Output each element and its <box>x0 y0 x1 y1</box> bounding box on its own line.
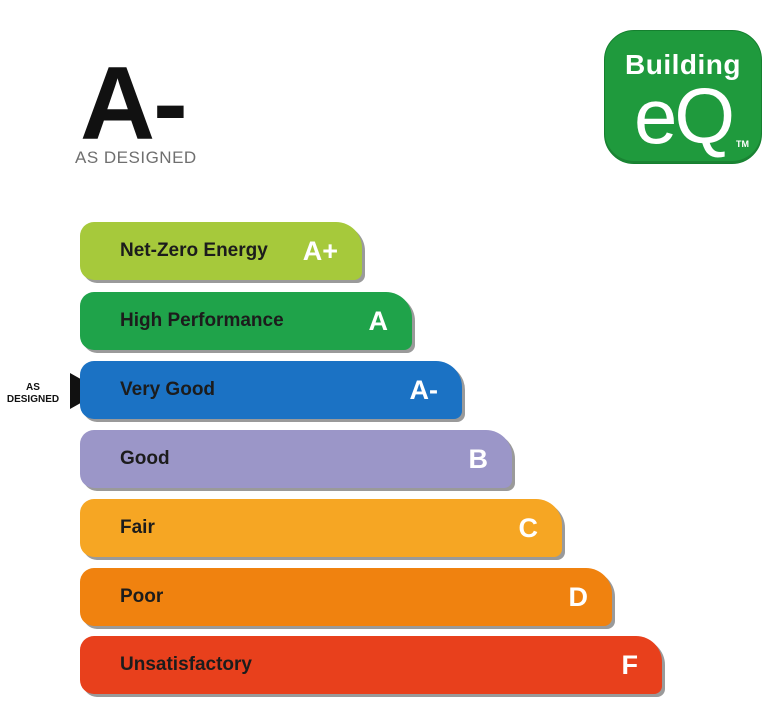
scale-letter: D <box>568 582 589 612</box>
scale-label: Poor <box>120 586 164 607</box>
scale-label: Good <box>120 448 170 469</box>
marker-line-1: AS <box>26 382 40 393</box>
scale-label: Very Good <box>120 379 216 400</box>
scale-label: High Performance <box>120 310 284 331</box>
as-designed-marker-label: AS DESIGNED <box>0 382 66 406</box>
grade-heading: A- <box>80 46 188 162</box>
scale-letter: F <box>621 650 639 680</box>
scale-label: Unsatisfactory <box>120 654 252 675</box>
scale-bar-poor: Poor D <box>80 568 612 626</box>
scale-bar-high-performance: High Performance A <box>80 292 412 350</box>
scale-letter: C <box>518 513 539 543</box>
scale-bar-fair: Fair C <box>80 499 562 557</box>
building-eq-logo: Building eQ TM <box>604 30 762 164</box>
logo-trademark: TM <box>736 139 749 149</box>
marker-line-2: DESIGNED <box>6 394 60 405</box>
scale-label: Fair <box>120 517 155 538</box>
scale-letter: A+ <box>302 236 338 266</box>
logo-eq: eQ <box>633 72 735 160</box>
scale-letter: A <box>368 306 389 336</box>
scale-letter: A- <box>409 375 439 405</box>
logo-word: Building <box>625 49 741 80</box>
scale-bar-unsatisfactory: Unsatisfactory F <box>80 636 662 694</box>
grade-subtitle: AS DESIGNED <box>75 148 197 167</box>
scale-bar-very-good: Very Good A- <box>80 361 462 419</box>
scale-label: Net-Zero Energy <box>120 240 268 261</box>
scale-bar-good: Good B <box>80 430 512 488</box>
scale-letter: B <box>468 444 489 474</box>
scale-bar-net-zero: Net-Zero Energy A+ <box>80 222 362 280</box>
